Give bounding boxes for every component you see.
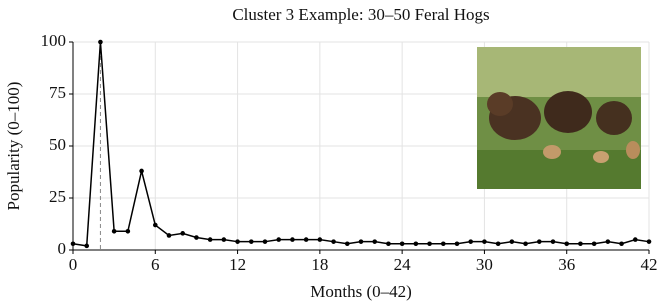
data-point [248,239,254,244]
x-tick-label: 0 [69,255,78,274]
y-tick-label: 25 [49,187,66,206]
data-point [509,239,515,244]
data-point [331,239,336,244]
data-point [262,239,268,244]
data-point [495,241,501,247]
data-point [413,241,419,247]
data-point [358,239,364,244]
data-point [632,237,638,242]
data-point [427,241,432,247]
data-point [440,241,446,247]
data-point [344,241,350,247]
data-point [399,241,405,247]
data-point [372,239,378,244]
x-tick-label: 24 [394,255,412,274]
x-tick-label: 42 [641,255,658,274]
data-point [98,39,103,45]
x-tick-label: 6 [151,255,160,274]
data-point [194,235,199,240]
data-point [646,239,652,244]
data-point [578,241,583,247]
data-point [303,237,309,242]
data-point [564,241,570,247]
data-point [207,237,213,242]
data-point [221,237,227,242]
data-point [290,237,295,242]
data-point [139,168,144,174]
data-point [523,241,528,247]
data-point [605,239,611,244]
data-point [591,241,597,247]
x-axis-label: Months (0–42) [310,282,412,301]
x-tick-label: 18 [311,255,328,274]
x-tick-label: 12 [229,255,246,274]
x-tick-label: 30 [476,255,493,274]
data-point [125,228,131,234]
chart-title: Cluster 3 Example: 30–50 Feral Hogs [232,5,489,24]
y-tick-label: 50 [49,135,66,154]
x-tick-label: 36 [558,255,575,274]
data-point [482,239,487,244]
data-point [550,239,556,244]
data-point [84,243,90,249]
data-point [152,222,158,228]
data-point [70,241,76,247]
data-point [180,231,186,236]
data-point [166,233,172,238]
data-point [235,239,240,244]
y-tick-label: 0 [58,239,67,258]
data-point [619,241,624,247]
y-axis-label: Popularity (0–100) [4,82,23,211]
data-point [276,237,282,242]
y-tick-label: 75 [49,83,66,102]
data-point [317,237,323,242]
data-point [468,239,474,244]
y-tick-label: 100 [41,31,67,50]
data-point [386,241,391,247]
data-point [536,239,542,244]
data-point [111,228,117,234]
data-point [454,241,460,247]
hog-photo [477,47,641,189]
